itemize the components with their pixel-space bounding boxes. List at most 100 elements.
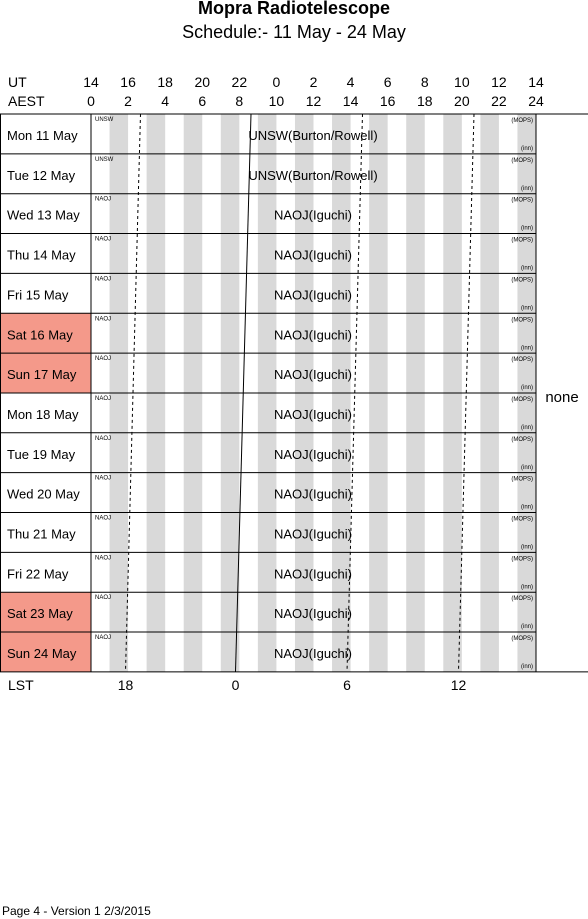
weekend-cell	[0, 632, 91, 672]
day-label: Sun 24 May	[7, 646, 77, 661]
inn-label: (inn)	[521, 584, 533, 590]
ut-tick-label: 4	[346, 74, 355, 90]
mops-label: (MOPS)	[511, 517, 533, 523]
mops-label: (MOPS)	[511, 317, 533, 323]
inn-label: (inn)	[521, 305, 533, 311]
inn-label: (inn)	[521, 465, 533, 471]
lst-axis-label: LST	[8, 677, 34, 693]
mops-label: (MOPS)	[511, 437, 533, 443]
project-tag: NAOJ	[95, 356, 111, 362]
aest-tick-label: 2	[124, 93, 132, 109]
mops-label: (MOPS)	[511, 556, 533, 562]
side-status-label: none	[545, 389, 578, 406]
project-label: NAOJ(Iguchi)	[274, 606, 352, 621]
project-label: NAOJ(Iguchi)	[274, 327, 352, 342]
page-subtitle: Schedule:- 11 May - 24 May	[182, 22, 406, 42]
aest-tick-label: 8	[235, 93, 244, 109]
lst-tick-label: 0	[231, 677, 240, 693]
project-tag: NAOJ	[95, 635, 111, 641]
ut-tick-label: 14	[83, 74, 99, 90]
aest-tick-label: 6	[198, 93, 207, 109]
inn-label: (inn)	[521, 664, 533, 670]
mops-label: (MOPS)	[511, 596, 533, 602]
day-label: Fri 15 May	[7, 287, 69, 302]
aest-tick-label: 24	[528, 93, 544, 109]
project-label: NAOJ(Iguchi)	[274, 487, 352, 502]
mops-label: (MOPS)	[511, 198, 533, 204]
day-label: Fri 22 May	[7, 566, 69, 581]
mops-label: (MOPS)	[511, 277, 533, 283]
project-label: NAOJ(Iguchi)	[274, 407, 352, 422]
project-tag: NAOJ	[95, 476, 111, 482]
ut-tick-label: 6	[383, 74, 392, 90]
inn-label: (inn)	[521, 266, 533, 272]
project-tag: NAOJ	[95, 595, 111, 601]
project-tag: NAOJ	[95, 237, 111, 243]
inn-label: (inn)	[521, 385, 533, 391]
inn-label: (inn)	[521, 545, 533, 551]
mops-label: (MOPS)	[511, 397, 533, 403]
ut-tick-label: 12	[491, 74, 507, 90]
lst-tick-label: 12	[450, 677, 467, 693]
aest-tick-label: 10	[268, 93, 285, 109]
aest-tick-label: 16	[379, 93, 396, 109]
project-tag: UNSW	[95, 117, 114, 123]
ut-axis-label: UT	[8, 74, 27, 90]
inn-label: (inn)	[521, 226, 533, 232]
lst-tick-label: 18	[117, 677, 134, 693]
ut-tick-label: 8	[420, 74, 429, 90]
ut-tick-label: 20	[194, 74, 211, 90]
mops-label: (MOPS)	[511, 118, 533, 124]
ut-tick-label: 2	[309, 74, 318, 90]
aest-tick-label: 0	[87, 93, 95, 109]
project-tag: NAOJ	[95, 516, 111, 522]
day-label: Sun 17 May	[7, 367, 77, 382]
day-label: Wed 13 May	[7, 208, 80, 223]
page-title: Mopra Radiotelescope	[197, 0, 391, 18]
day-label: Sat 16 May	[7, 327, 73, 342]
day-label: Thu 21 May	[7, 527, 76, 542]
project-label: NAOJ(Iguchi)	[274, 646, 352, 661]
footer-version: Page 4 - Version 1 2/3/2015	[2, 904, 151, 918]
inn-label: (inn)	[521, 425, 533, 431]
mops-label: (MOPS)	[511, 477, 533, 483]
project-label: NAOJ(Iguchi)	[274, 527, 352, 542]
project-tag: NAOJ	[95, 197, 111, 203]
project-label: NAOJ(Iguchi)	[274, 566, 352, 581]
aest-tick-label: 12	[305, 93, 322, 109]
inn-label: (inn)	[521, 345, 533, 351]
project-label: NAOJ(Iguchi)	[274, 447, 352, 462]
project-label: NAOJ(Iguchi)	[274, 208, 352, 223]
mops-label: (MOPS)	[511, 238, 533, 244]
day-label: Sat 23 May	[7, 606, 73, 621]
day-label: Tue 12 May	[7, 168, 76, 183]
inn-label: (inn)	[521, 186, 533, 192]
inn-label: (inn)	[521, 624, 533, 630]
mops-label: (MOPS)	[511, 357, 533, 363]
project-label: NAOJ(Iguchi)	[274, 248, 352, 263]
ut-tick-label: 0	[272, 74, 281, 90]
day-label: Tue 19 May	[7, 447, 76, 462]
project-label: UNSW(Burton/Rowell)	[248, 168, 377, 183]
weekend-cell	[0, 313, 91, 354]
aest-tick-label: 20	[454, 93, 470, 109]
aest-tick-label: 4	[161, 93, 170, 109]
aest-tick-label: 18	[416, 93, 433, 109]
project-tag: UNSW	[95, 157, 114, 163]
project-tag: NAOJ	[95, 316, 111, 322]
weekend-cell	[0, 353, 91, 393]
ut-tick-label: 10	[454, 74, 470, 90]
project-tag: NAOJ	[95, 276, 111, 282]
aest-tick-label: 14	[342, 93, 359, 109]
ut-tick-label: 22	[231, 74, 248, 90]
day-label: Mon 11 May	[7, 128, 78, 143]
ut-tick-label: 18	[157, 74, 173, 90]
project-tag: NAOJ	[95, 555, 111, 561]
inn-label: (inn)	[521, 146, 533, 152]
ut-tick-label: 16	[120, 74, 136, 90]
day-label: Wed 20 May	[7, 487, 80, 502]
lst-0-line	[235, 113, 252, 672]
weekend-cell	[0, 592, 91, 633]
project-label: NAOJ(Iguchi)	[274, 287, 352, 302]
